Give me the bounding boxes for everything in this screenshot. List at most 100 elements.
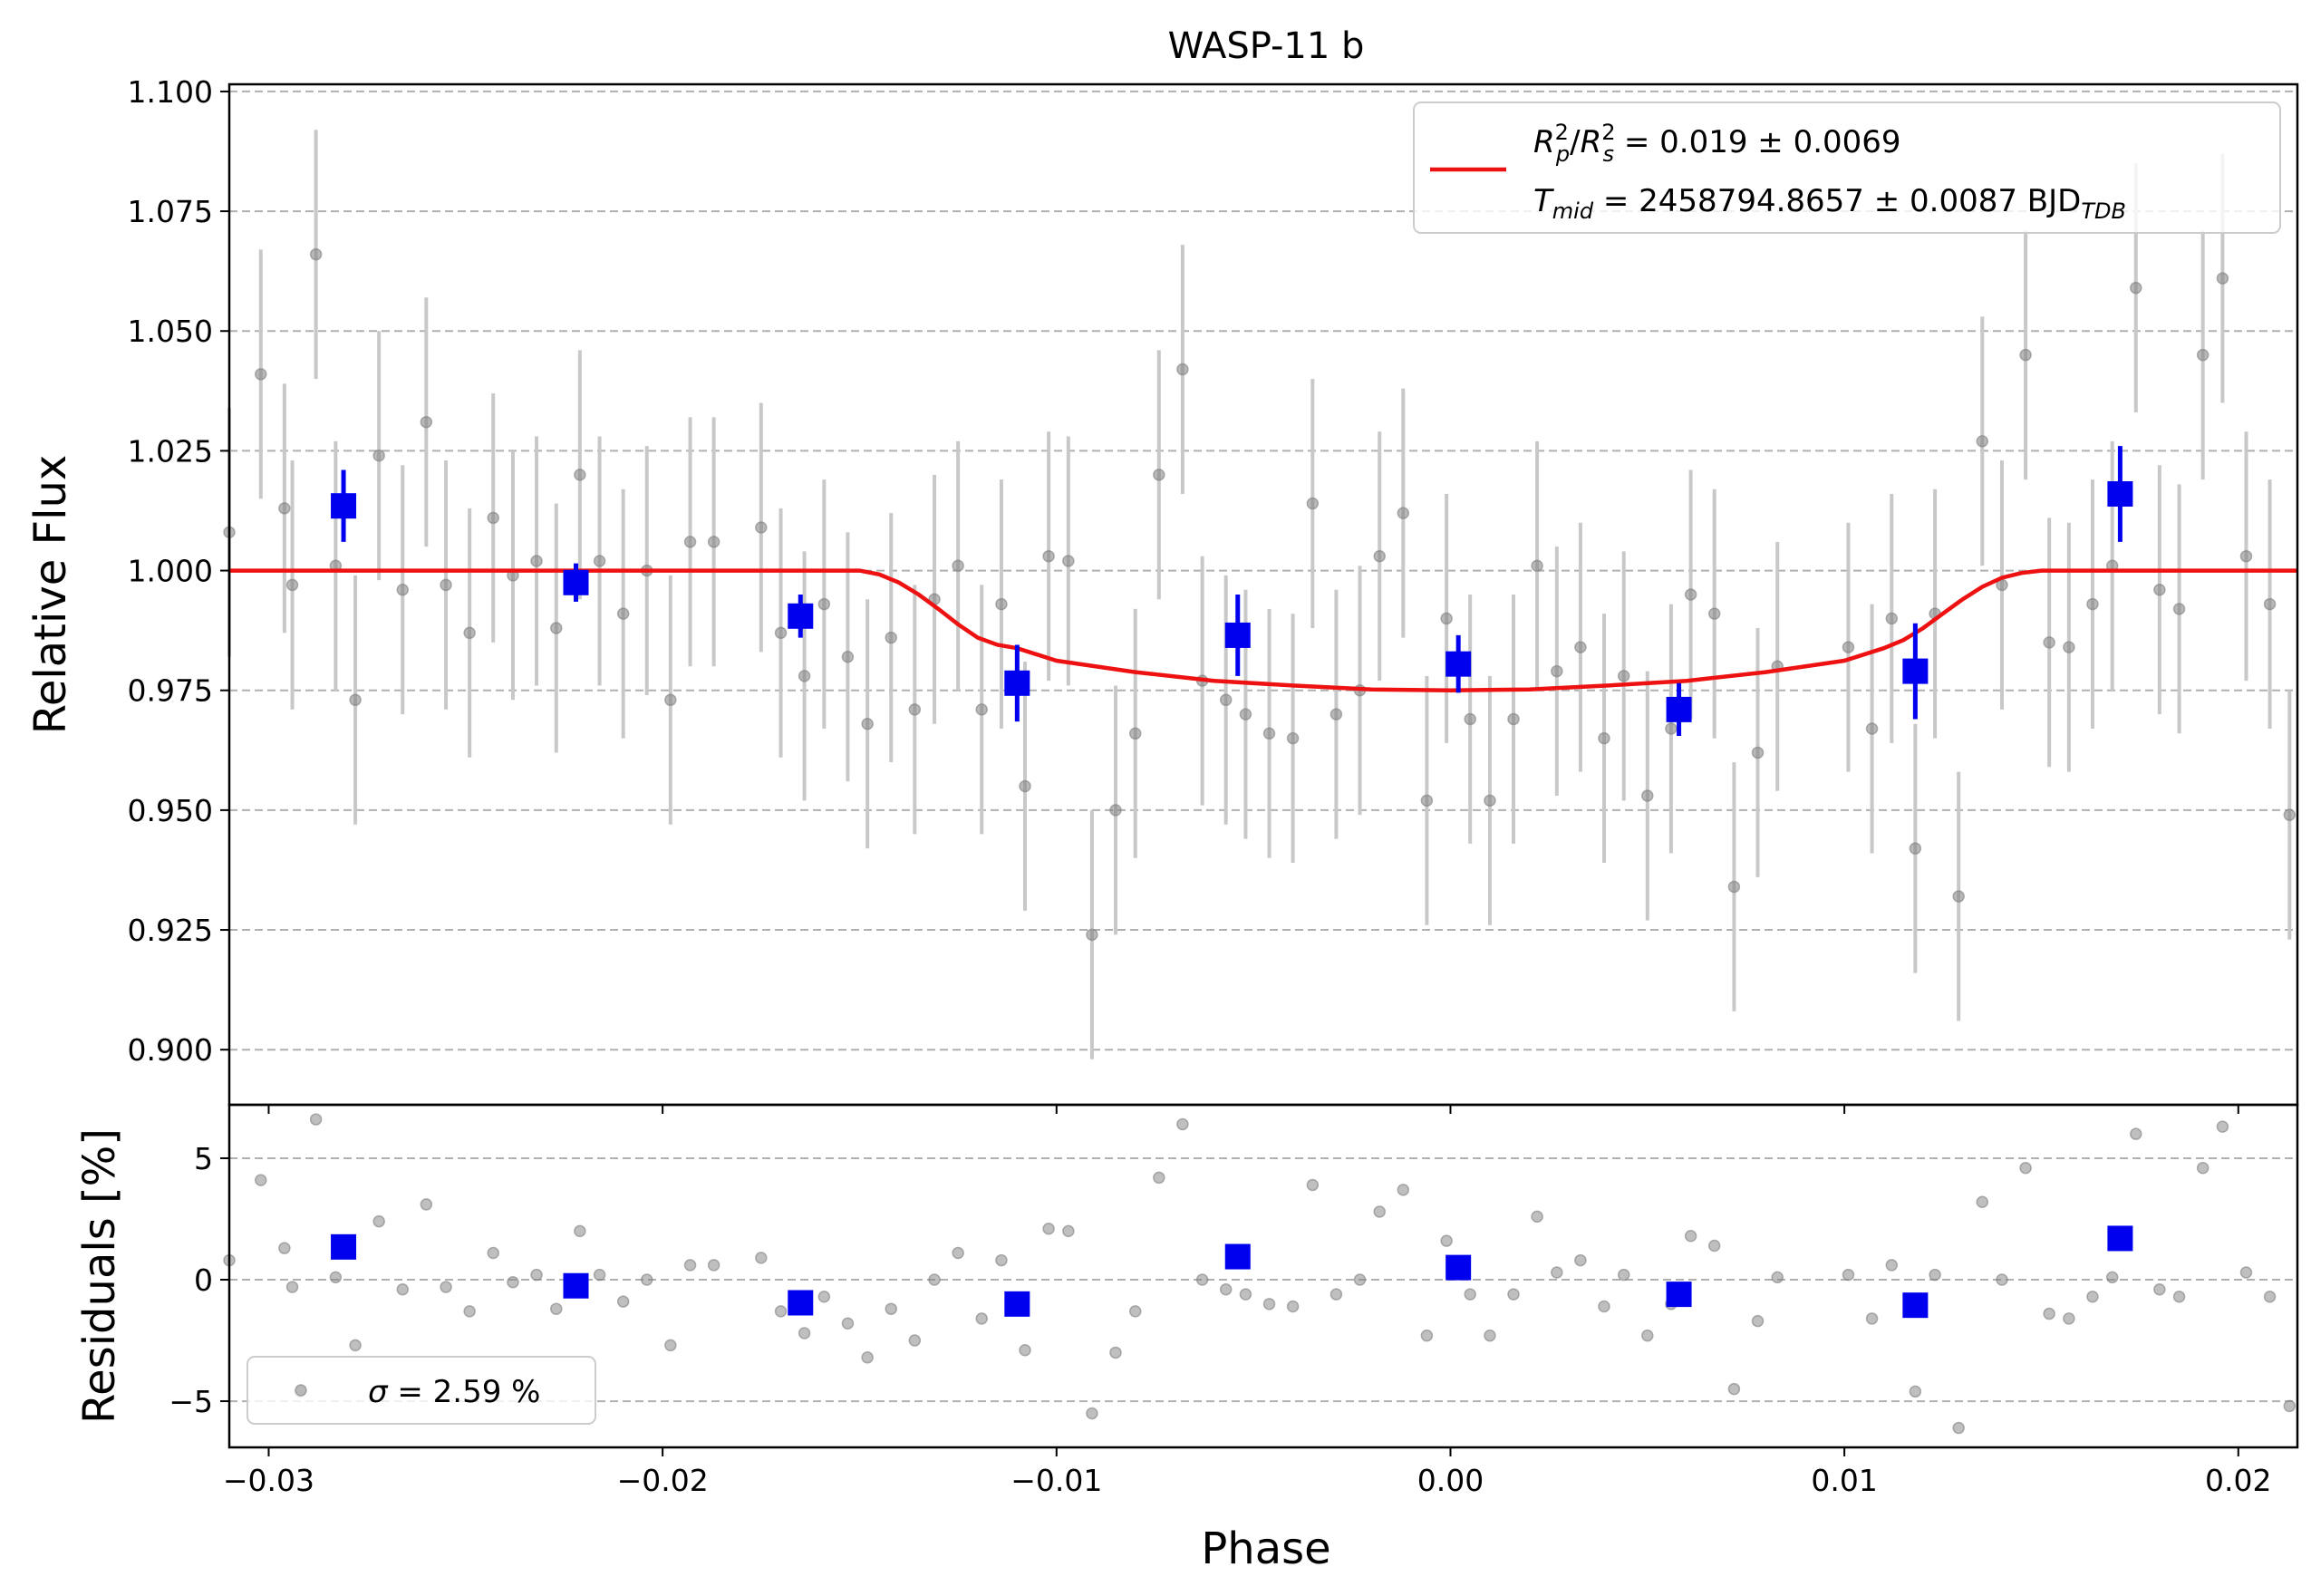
bottom-legend: σ = 2.59 %	[247, 1356, 596, 1425]
top-y-tick-label: 0.900	[128, 1032, 213, 1068]
residual-point	[487, 1246, 499, 1260]
binned-point	[1004, 670, 1030, 696]
residual-point	[278, 1242, 291, 1254]
top-y-tick-label: 1.075	[128, 194, 213, 229]
residual-point	[1484, 1329, 1496, 1342]
raw-point	[1019, 779, 1031, 793]
raw-point	[1617, 670, 1630, 682]
residual-point	[1195, 1273, 1209, 1286]
residual-point	[1286, 1300, 1300, 1313]
residual-point	[1865, 1312, 1879, 1325]
residual-point	[593, 1268, 606, 1282]
binned-residual-point	[331, 1233, 357, 1260]
residual-point	[1574, 1253, 1587, 1267]
residual-point	[1976, 1195, 1989, 1208]
residual-point	[1531, 1210, 1543, 1224]
residual-point	[2216, 1120, 2229, 1133]
raw-point	[2086, 597, 2099, 611]
top-y-tick-label: 0.925	[128, 913, 213, 948]
residual-point	[2043, 1307, 2055, 1320]
binned-point	[1666, 696, 1692, 722]
binned-residual-point	[788, 1290, 814, 1316]
raw-point	[1551, 664, 1563, 678]
residual-point	[1842, 1268, 1855, 1282]
raw-point	[1062, 555, 1075, 567]
residual-point	[349, 1339, 362, 1352]
bottom-legend-raw-swatch	[295, 1384, 307, 1397]
residual-point	[1507, 1288, 1520, 1301]
residual-point	[2019, 1161, 2032, 1175]
raw-point	[550, 622, 563, 634]
residual-point	[2105, 1271, 2119, 1284]
residual-point	[2172, 1291, 2186, 1303]
residual-point	[420, 1198, 433, 1211]
residual-point	[1330, 1288, 1343, 1301]
residual-point	[1153, 1171, 1165, 1185]
raw-point	[1909, 842, 1922, 855]
residual-point	[817, 1291, 831, 1303]
residual-point	[1109, 1346, 1122, 1359]
residual-point	[1062, 1224, 1075, 1238]
raw-point	[2239, 549, 2253, 563]
residual-point	[1086, 1407, 1098, 1420]
raw-point	[1665, 722, 1678, 735]
raw-point	[1262, 727, 1276, 740]
top-grid	[229, 90, 2297, 1051]
residual-point	[530, 1268, 543, 1282]
bottom-raw-points	[223, 1113, 2296, 1435]
x-ticks: −0.03 −0.02 −0.01 0.00 0.01 0.02	[223, 1105, 2272, 1498]
raw-point	[616, 607, 630, 620]
bottom-binned-points	[331, 1225, 2133, 1319]
residual-point	[1996, 1273, 2008, 1286]
bottom-legend-box	[247, 1356, 596, 1425]
raw-point	[798, 670, 811, 682]
binned-point	[2107, 480, 2133, 507]
raw-point	[1976, 435, 1989, 448]
raw-point	[463, 626, 476, 640]
raw-point	[285, 578, 299, 592]
residual-point	[2239, 1266, 2253, 1279]
raw-point	[1330, 708, 1343, 721]
raw-point	[1397, 507, 1410, 519]
residual-point	[2153, 1282, 2166, 1296]
residual-point	[683, 1259, 697, 1272]
raw-point	[664, 693, 677, 707]
top-raw-error-bars	[227, 130, 2292, 1059]
residual-point	[975, 1312, 988, 1325]
residual-point	[309, 1113, 323, 1126]
raw-point	[1885, 612, 1899, 625]
x-tick-label: 0.01	[1811, 1463, 1877, 1498]
residual-point	[1707, 1239, 1721, 1253]
residual-point	[329, 1271, 343, 1284]
raw-point	[2216, 272, 2229, 285]
raw-point	[1420, 794, 1434, 808]
residual-point	[2086, 1291, 2099, 1303]
raw-point	[2172, 603, 2186, 615]
residual-point	[1219, 1282, 1233, 1296]
bottom-panel: −5 0 5 −0.03 −0.02 −0.01 0.00 0.01 0.02 Residua…	[74, 1103, 2299, 1574]
raw-point	[1464, 712, 1476, 726]
residual-point	[1239, 1288, 1252, 1301]
binned-point	[1902, 658, 1929, 684]
top-plot-frame	[227, 82, 2299, 1107]
raw-point	[1751, 746, 1765, 759]
chart-title: WASP-11 b	[1168, 25, 1365, 67]
raw-point	[1707, 607, 1721, 620]
residual-point	[908, 1334, 922, 1347]
raw-point	[2019, 348, 2032, 362]
raw-point	[995, 597, 1008, 611]
residual-point	[574, 1224, 586, 1238]
raw-point	[1153, 469, 1165, 481]
raw-point	[1109, 804, 1122, 817]
raw-point	[487, 511, 499, 525]
raw-point	[349, 693, 362, 707]
binned-point	[788, 603, 814, 629]
raw-point	[2153, 583, 2166, 596]
raw-point	[2283, 808, 2296, 821]
residual-point	[2130, 1127, 2142, 1140]
x-axis-label: Phase	[1201, 1523, 1330, 1574]
raw-point	[774, 626, 788, 640]
raw-point	[309, 247, 323, 261]
top-y-tick-label: 1.050	[128, 314, 213, 349]
residual-point	[2283, 1399, 2296, 1413]
